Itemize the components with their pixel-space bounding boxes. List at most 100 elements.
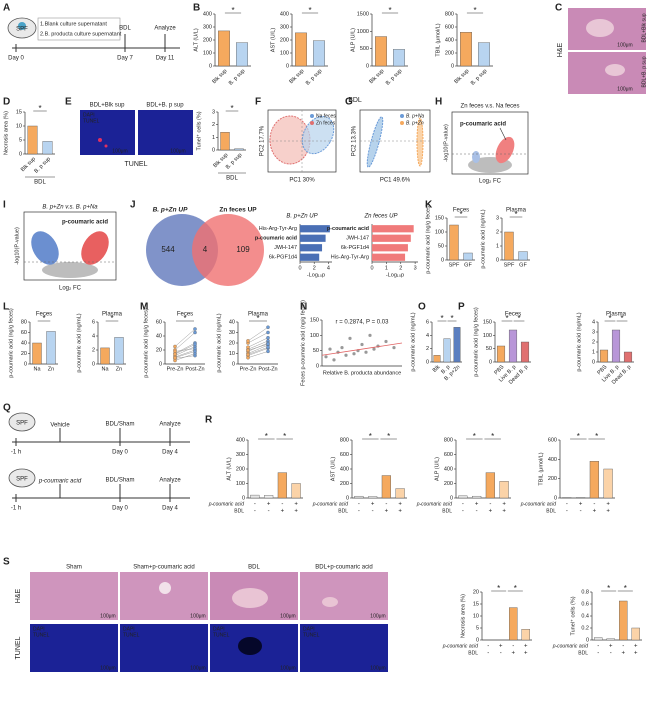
chart-title: Feces [505, 312, 521, 318]
y-tick-label: 400 [203, 11, 212, 17]
label: Zn feces UP [219, 207, 257, 214]
condition-sign: + [502, 509, 506, 515]
label: TUNEL [15, 636, 22, 659]
significance: * [265, 432, 268, 441]
panel-label: F [255, 97, 261, 108]
y-tick-label: 0 [159, 361, 162, 367]
bar [611, 329, 621, 363]
panel-label: P [458, 302, 465, 313]
label: 100μm [190, 665, 205, 671]
bar [631, 627, 640, 641]
y-tick-label: 200 [280, 37, 289, 43]
point [246, 348, 250, 353]
pair-line [247, 346, 269, 355]
condition-sign: + [502, 502, 506, 508]
point [328, 347, 332, 351]
y-axis-label: ALP (U/L) [434, 457, 440, 481]
significance: * [620, 314, 623, 323]
bar [458, 495, 468, 499]
point [246, 339, 250, 343]
point-cloud [472, 151, 480, 163]
condition-sign: - [580, 509, 582, 515]
tunel-image [30, 624, 118, 672]
x-tick-label: Pre-Zn [240, 366, 257, 372]
y-tick-label: 1000 [357, 29, 369, 35]
condition-sign: - [268, 509, 270, 515]
bar [313, 40, 325, 67]
point [324, 355, 328, 359]
he-lesion [322, 597, 338, 607]
pointer [499, 127, 507, 141]
label: 100μm [190, 613, 205, 619]
label: -1 h [11, 450, 21, 456]
condition-sign: - [358, 509, 360, 515]
bar [381, 475, 391, 499]
condition-sign: - [566, 509, 568, 515]
label: Day 7 [117, 56, 133, 62]
label: 2.B. producta culture supernatant [40, 31, 122, 37]
y-tick-label: 200 [340, 481, 349, 487]
y-axis-label: p-coumaric acid (ng/g feces) [143, 308, 149, 378]
chart-title: Feces [453, 208, 469, 214]
x-tick-label: Na [33, 366, 41, 372]
panel-label: E [65, 97, 72, 108]
y-tick-label: 0 [592, 359, 595, 365]
y-tick-label: 2 [92, 347, 95, 353]
y-tick-label: 0 [489, 359, 492, 365]
point [352, 352, 356, 356]
point [246, 352, 250, 357]
legend-swatch [400, 121, 404, 125]
bar [463, 252, 473, 261]
x-tick-label: Zn [48, 366, 54, 372]
y-tick-label: 400 [548, 457, 557, 463]
condition-sign: - [462, 509, 464, 515]
point [266, 335, 270, 340]
bar [518, 251, 528, 261]
x-tick-label: B. p sup [33, 156, 52, 175]
chart-title: Plasma [102, 312, 123, 318]
panel-label: N [300, 302, 307, 313]
pair-line [174, 353, 196, 361]
y-tick-label: 0 [232, 361, 235, 367]
chart-title: Plasma [506, 208, 527, 214]
label: 100μm [370, 665, 385, 671]
significance: * [473, 6, 476, 15]
x-tick-label: 0 [370, 265, 373, 271]
x-tick-label: 1 [385, 265, 388, 271]
y-tick-label: JWH-147 [346, 236, 369, 242]
significance: * [42, 314, 45, 323]
point [173, 344, 177, 349]
significance: * [387, 432, 390, 441]
panel-label: H [435, 97, 442, 108]
chart-title: Zn feces UP [363, 214, 397, 220]
bar [619, 600, 628, 641]
bar [264, 495, 274, 499]
bar [599, 349, 609, 363]
label: PC1 30% [289, 178, 315, 184]
label: Analyze [159, 422, 181, 428]
y-axis-label: ALT (U/L) [226, 457, 232, 480]
label: 100μm [100, 613, 115, 619]
condition-sign: - [487, 651, 489, 657]
x-tick-label: 2 [313, 265, 316, 271]
y-tick-label: 6 [92, 319, 95, 325]
legend-swatch [310, 121, 314, 125]
y-tick-label: 0 [366, 63, 369, 69]
label: Day 0 [8, 56, 24, 62]
y-axis-label: p-coumaric acid (ng/mL) [480, 209, 486, 268]
panel-label: M [140, 302, 148, 313]
y-axis-label: p-coumaric acid (ng/mL) [410, 312, 416, 371]
x-tick-label: B. p sup [228, 68, 247, 87]
y-tick-label: 5 [19, 137, 22, 143]
bar [46, 331, 56, 365]
pair-line [247, 327, 269, 342]
x-tick-label: B. p sup [385, 68, 404, 87]
y-tick-label: 20 [229, 340, 235, 346]
condition-sign: - [476, 509, 478, 515]
y-tick-label: 4 [426, 333, 429, 339]
bar [27, 125, 38, 155]
y-tick-label: 15 [16, 109, 22, 115]
y-tick-label: 0.6 [581, 601, 589, 607]
y-tick-label: 300 [280, 24, 289, 30]
